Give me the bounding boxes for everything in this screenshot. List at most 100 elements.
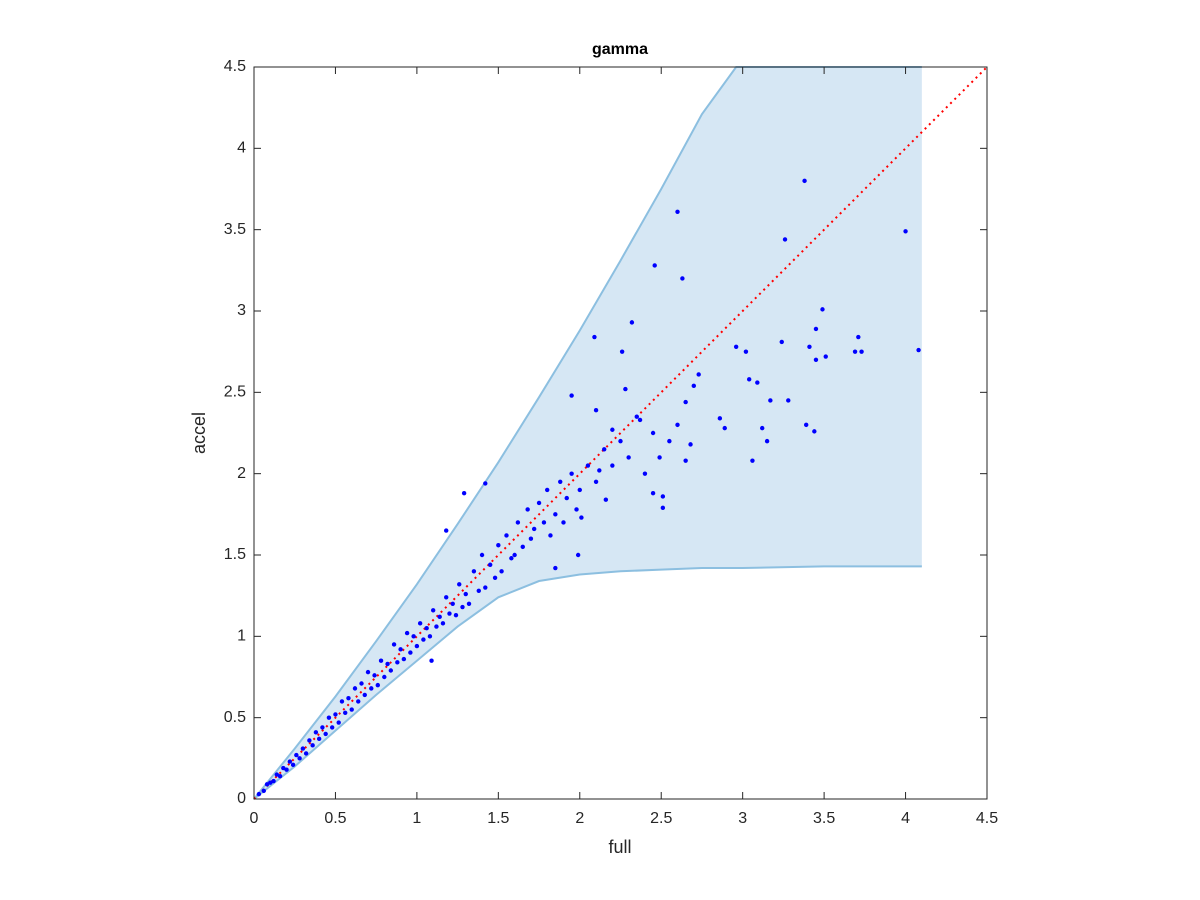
point xyxy=(333,712,338,717)
y-tick-label: 4 xyxy=(237,140,246,157)
x-tick-label: 4.5 xyxy=(976,810,998,827)
point xyxy=(626,455,631,460)
point xyxy=(294,752,299,758)
point xyxy=(408,650,413,655)
point xyxy=(372,673,377,678)
point xyxy=(597,468,602,473)
chart-title: gamma xyxy=(592,41,648,58)
point xyxy=(444,528,449,533)
point xyxy=(667,438,672,444)
point xyxy=(463,591,468,597)
point xyxy=(343,710,348,715)
point xyxy=(382,674,387,680)
point xyxy=(553,512,558,517)
y-axis-label: accel xyxy=(189,412,209,454)
point xyxy=(440,621,446,626)
point xyxy=(476,588,481,593)
point xyxy=(859,349,864,354)
point xyxy=(696,372,701,377)
point xyxy=(650,430,656,436)
point xyxy=(683,458,688,463)
point xyxy=(427,634,433,639)
point xyxy=(660,505,666,511)
point xyxy=(515,520,521,525)
point xyxy=(290,762,296,768)
point xyxy=(593,408,599,413)
point xyxy=(525,507,530,512)
point xyxy=(352,686,358,691)
y-tick-label: 3 xyxy=(237,302,246,319)
point xyxy=(391,642,397,647)
point xyxy=(356,699,361,704)
point xyxy=(528,536,534,541)
point xyxy=(504,533,509,538)
point xyxy=(453,612,459,618)
y-tick-label: 0 xyxy=(237,790,246,807)
point xyxy=(339,699,345,704)
point xyxy=(326,715,332,720)
point xyxy=(362,692,367,698)
point xyxy=(536,500,542,506)
point xyxy=(520,544,525,550)
x-axis-label: full xyxy=(608,837,631,857)
point xyxy=(303,751,309,756)
point xyxy=(365,669,371,675)
point xyxy=(652,263,657,268)
y-tick-label: 0.5 xyxy=(224,709,246,726)
point xyxy=(271,778,276,784)
point xyxy=(579,515,584,520)
point xyxy=(300,746,306,751)
point xyxy=(553,565,558,571)
point xyxy=(782,237,788,242)
point xyxy=(297,756,302,761)
point xyxy=(284,767,289,772)
x-tick-label: 0 xyxy=(250,810,259,827)
point xyxy=(603,497,609,502)
point xyxy=(447,611,452,616)
x-tick-label: 3 xyxy=(738,810,747,827)
point xyxy=(512,552,517,558)
point xyxy=(421,637,426,642)
point xyxy=(574,507,579,512)
y-tick-label: 2 xyxy=(237,465,246,482)
point xyxy=(395,660,400,665)
point xyxy=(592,334,597,340)
point xyxy=(437,614,442,620)
point xyxy=(619,349,625,354)
y-tick-label: 1.5 xyxy=(224,546,246,563)
band-fill xyxy=(254,67,922,799)
y-tick-label: 3.5 xyxy=(224,221,246,238)
point xyxy=(261,788,266,794)
point xyxy=(429,658,434,663)
point xyxy=(610,427,615,432)
point xyxy=(585,463,591,468)
point xyxy=(444,595,449,600)
point xyxy=(577,487,582,493)
point xyxy=(264,782,270,787)
x-tick-label: 3.5 xyxy=(813,810,835,827)
point xyxy=(691,383,696,389)
point xyxy=(768,398,773,403)
point xyxy=(786,398,791,403)
point xyxy=(496,543,501,548)
x-tick-label: 4 xyxy=(901,810,910,827)
point xyxy=(634,414,639,419)
point xyxy=(471,569,477,574)
point xyxy=(813,326,819,332)
point xyxy=(509,556,514,561)
point xyxy=(856,334,861,340)
point xyxy=(281,765,286,771)
point xyxy=(680,276,685,281)
point xyxy=(802,178,807,184)
point xyxy=(610,463,615,468)
point xyxy=(483,481,488,486)
point xyxy=(483,585,488,590)
point xyxy=(320,725,325,730)
point xyxy=(398,647,403,652)
point xyxy=(417,621,423,626)
point xyxy=(404,630,410,636)
point xyxy=(803,422,809,428)
point xyxy=(813,357,819,362)
point xyxy=(642,471,648,476)
